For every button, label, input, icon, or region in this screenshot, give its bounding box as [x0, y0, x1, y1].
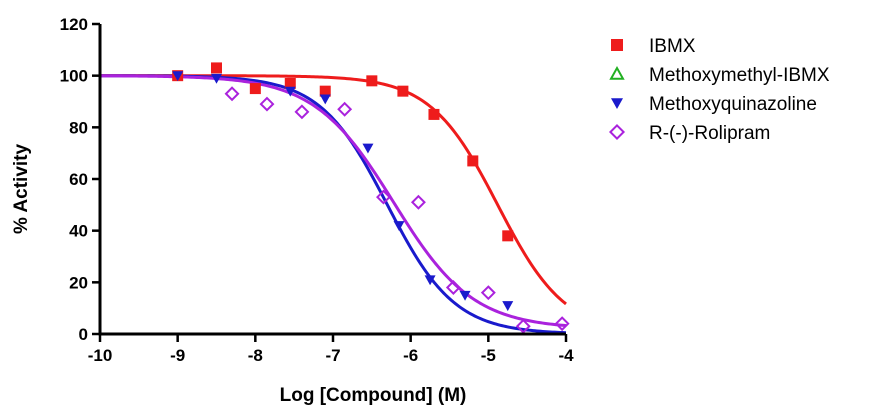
x-tick-label: -10 — [88, 346, 113, 365]
data-point — [319, 85, 331, 97]
legend-marker — [609, 65, 625, 80]
x-tick-label: -9 — [170, 346, 185, 365]
data-point — [393, 221, 405, 231]
legend-label: IBMX — [649, 36, 696, 57]
x-tick-label: -8 — [248, 346, 263, 365]
legend-label: Methoxymethyl-IBMX — [649, 65, 830, 86]
data-point — [211, 62, 222, 74]
data-point — [502, 301, 514, 312]
data-point — [376, 189, 391, 205]
data-point — [480, 285, 496, 301]
data-points — [172, 62, 570, 334]
legend: IBMX Methoxymethyl-IBMX Methoxyquinazoline… — [608, 36, 830, 144]
data-point — [410, 194, 426, 210]
data-point — [259, 96, 275, 112]
x-tick-label: -4 — [558, 346, 574, 365]
data-point — [459, 290, 471, 301]
legend-marker — [608, 123, 626, 141]
legend-marker — [611, 98, 623, 109]
legend-label: R-(-)-Rolipram — [649, 123, 770, 144]
data-point — [424, 275, 436, 286]
y-tick-label: 40 — [69, 222, 88, 241]
data-point — [249, 83, 261, 95]
data-point — [284, 86, 296, 97]
y-tick-label: 0 — [79, 325, 88, 344]
data-point — [467, 155, 479, 167]
x-tick-label: -6 — [403, 346, 418, 365]
data-point — [428, 108, 440, 120]
x-tick-label: -7 — [325, 346, 340, 365]
data-point — [337, 101, 353, 117]
fit-curves — [99, 74, 567, 335]
x-tick-label: -5 — [481, 346, 496, 365]
axes — [92, 22, 568, 342]
y-tick-label: 20 — [69, 273, 88, 292]
fit-curve — [100, 74, 567, 306]
y-tick-label: 60 — [69, 170, 88, 189]
x-axis-title: Log [Compound] (M) — [280, 385, 467, 406]
data-point — [515, 318, 531, 334]
legend-marker — [611, 39, 623, 51]
y-tick-label: 80 — [69, 118, 88, 137]
data-point — [172, 71, 184, 82]
data-point — [397, 85, 409, 97]
tick-labels: -10 -9 -8 -7 -6 -5 -4 0 20 40 60 80 100 120 — [60, 15, 574, 365]
data-point — [224, 86, 240, 102]
y-axis-title: % Activity — [11, 144, 32, 235]
y-tick-label: 120 — [60, 15, 88, 34]
data-point — [319, 94, 331, 105]
data-point — [554, 316, 570, 332]
data-point — [294, 104, 310, 120]
legend-label: Methoxyquinazoline — [649, 94, 817, 115]
data-point — [502, 230, 514, 242]
data-point — [362, 143, 374, 154]
data-point — [445, 280, 461, 295]
data-point — [366, 75, 378, 87]
data-point — [211, 73, 222, 84]
data-point — [284, 77, 296, 89]
y-tick-label: 100 — [60, 67, 88, 86]
